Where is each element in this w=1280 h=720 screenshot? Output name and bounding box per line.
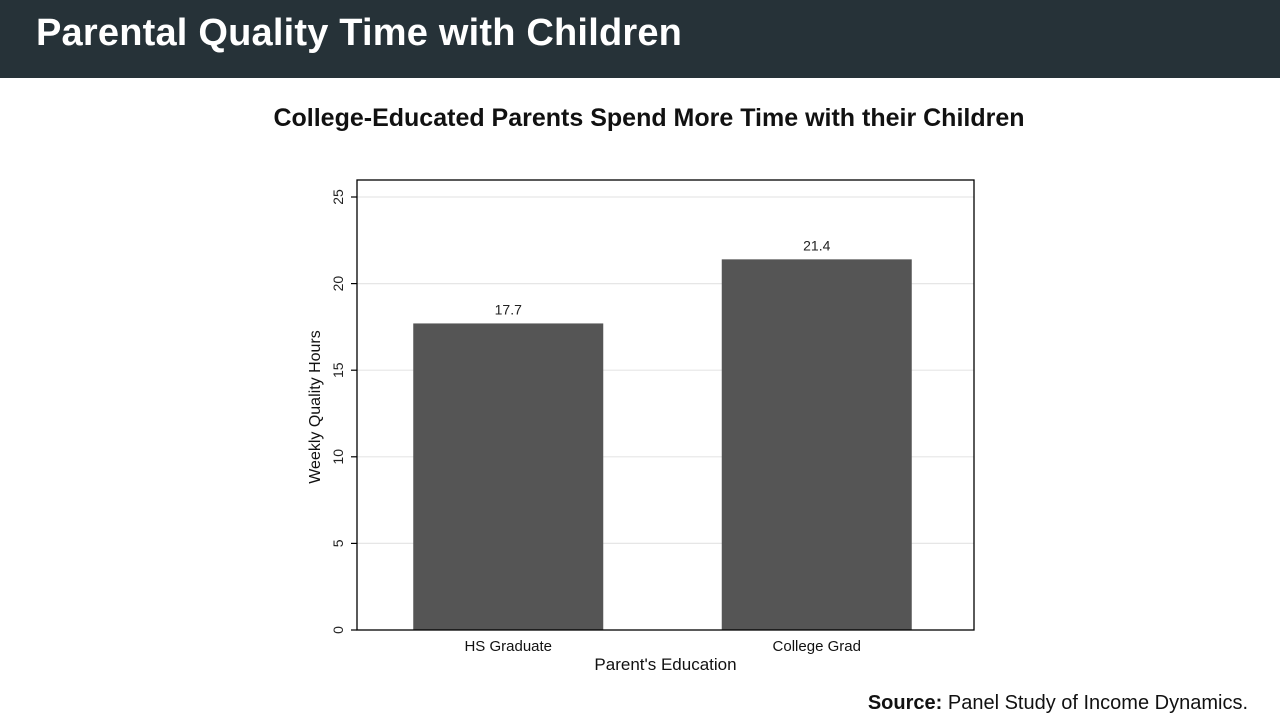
page-title: Parental Quality Time with Children — [36, 12, 683, 54]
data-label: 21.4 — [803, 237, 830, 253]
x-axis-label: Parent's Education — [594, 655, 736, 674]
chart-title: College-Educated Parents Spend More Time… — [273, 104, 1025, 132]
source-note: Source: Panel Study of Income Dynamics. — [868, 692, 1248, 715]
data-label: 17.7 — [495, 301, 522, 317]
y-axis-label: Weekly Quality Hours — [307, 330, 324, 484]
plot-frame — [356, 179, 975, 631]
y-tick-label: 0 — [330, 626, 346, 634]
source-label: Source: — [867, 692, 943, 714]
y-tick-label: 5 — [330, 539, 346, 547]
y-tick-label: 25 — [330, 189, 346, 205]
bar — [721, 259, 912, 630]
bar-chart: 17.7 HS Graduate 21.4 College Grad 0 5 10 15 20 2… — [307, 179, 975, 674]
bar — [413, 323, 604, 630]
x-tick-label: College Grad — [773, 638, 861, 655]
title-bar: Parental Quality Time with Children — [0, 0, 1280, 78]
y-tick-label: 15 — [330, 362, 346, 378]
y-tick-label: 10 — [330, 449, 346, 465]
y-tick-label: 20 — [330, 276, 346, 292]
x-tick-label: HS Graduate — [464, 638, 552, 655]
source-text: Panel Study of Income Dynamics. — [947, 692, 1248, 714]
